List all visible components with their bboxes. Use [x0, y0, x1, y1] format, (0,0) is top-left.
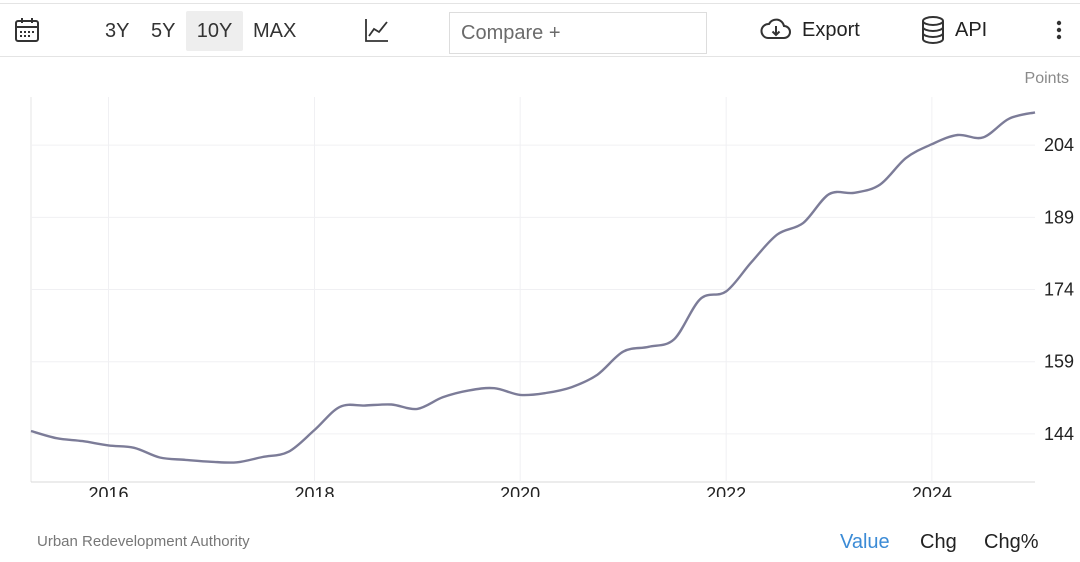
- range-5y-button[interactable]: 5Y: [151, 20, 176, 42]
- tab-chg[interactable]: Chg: [920, 531, 957, 553]
- chart-toolbar: 3Y 5Y 10Y MAX Compare + Export API: [0, 3, 1080, 57]
- data-point[interactable]: [926, 138, 938, 150]
- line-chart-type-icon[interactable]: [364, 4, 390, 56]
- chart-plot-area: [25, 106, 1041, 468]
- y-tick-label: 174: [1044, 280, 1074, 300]
- range-10y-button[interactable]: 10Y: [186, 11, 243, 51]
- data-point[interactable]: [51, 432, 63, 444]
- data-point[interactable]: [848, 187, 860, 199]
- export-button[interactable]: Export: [760, 4, 860, 56]
- data-point[interactable]: [283, 446, 295, 458]
- data-point[interactable]: [385, 399, 397, 411]
- data-point[interactable]: [874, 179, 886, 191]
- api-button[interactable]: API: [921, 4, 987, 56]
- data-point[interactable]: [977, 131, 989, 143]
- data-point[interactable]: [823, 188, 835, 200]
- data-point[interactable]: [128, 442, 140, 454]
- range-3y-button[interactable]: 3Y: [105, 20, 130, 42]
- chart-axes: 144 159 174 189 204 2016 2018 2020 2022 2024: [88, 135, 1074, 497]
- data-point[interactable]: [231, 456, 243, 468]
- data-point[interactable]: [77, 435, 89, 447]
- more-options-icon[interactable]: [1052, 4, 1066, 56]
- data-point[interactable]: [462, 385, 474, 397]
- export-label: Export: [802, 18, 860, 41]
- data-point[interactable]: [334, 401, 346, 413]
- data-point[interactable]: [180, 454, 192, 466]
- data-point[interactable]: [694, 293, 706, 305]
- data-point[interactable]: [437, 391, 449, 403]
- tab-value[interactable]: Value: [840, 531, 890, 553]
- data-point[interactable]: [617, 346, 629, 358]
- data-point[interactable]: [771, 229, 783, 241]
- data-point[interactable]: [154, 452, 166, 464]
- data-point[interactable]: [257, 451, 269, 463]
- line-chart: 144 159 174 189 204 2016 2018 2020 2022 2024: [25, 97, 1074, 497]
- data-point[interactable]: [746, 256, 758, 268]
- compare-input[interactable]: Compare +: [449, 12, 707, 54]
- data-point[interactable]: [952, 129, 964, 141]
- data-point[interactable]: [643, 341, 655, 353]
- data-point[interactable]: [25, 425, 37, 437]
- y-axis-unit: Points: [1024, 70, 1069, 87]
- data-point[interactable]: [591, 369, 603, 381]
- x-tick-label: 2022: [706, 484, 746, 497]
- calendar-icon[interactable]: [14, 4, 40, 56]
- data-point[interactable]: [309, 424, 321, 436]
- data-point[interactable]: [1003, 113, 1015, 125]
- series-line[interactable]: [30, 111, 1036, 464]
- x-tick-label: 2024: [912, 484, 952, 497]
- chart-grid: [30, 97, 1035, 483]
- data-point[interactable]: [360, 400, 372, 412]
- data-point[interactable]: [206, 456, 218, 468]
- data-point[interactable]: [1029, 106, 1041, 118]
- data-point[interactable]: [514, 389, 526, 401]
- data-point[interactable]: [900, 152, 912, 164]
- data-point[interactable]: [488, 382, 500, 394]
- data-point[interactable]: [797, 217, 809, 229]
- x-tick-label: 2016: [88, 484, 128, 497]
- database-icon: [922, 16, 944, 44]
- y-tick-label: 144: [1044, 424, 1074, 444]
- tab-chg-percent[interactable]: Chg%: [984, 531, 1039, 553]
- data-point[interactable]: [411, 403, 423, 415]
- data-point[interactable]: [720, 285, 732, 297]
- api-label: API: [955, 18, 988, 41]
- y-tick-label: 204: [1044, 135, 1074, 155]
- x-tick-label: 2020: [500, 484, 540, 497]
- y-tick-label: 159: [1044, 352, 1074, 372]
- data-point[interactable]: [566, 381, 578, 393]
- x-tick-label: 2018: [294, 484, 334, 497]
- data-point[interactable]: [668, 333, 680, 345]
- cloud-download-icon: [760, 18, 791, 39]
- data-point[interactable]: [540, 387, 552, 399]
- source-label: Urban Redevelopment Authority: [37, 533, 250, 550]
- range-max-button[interactable]: MAX: [253, 20, 297, 42]
- data-point[interactable]: [103, 439, 115, 451]
- y-tick-label: 189: [1044, 207, 1074, 227]
